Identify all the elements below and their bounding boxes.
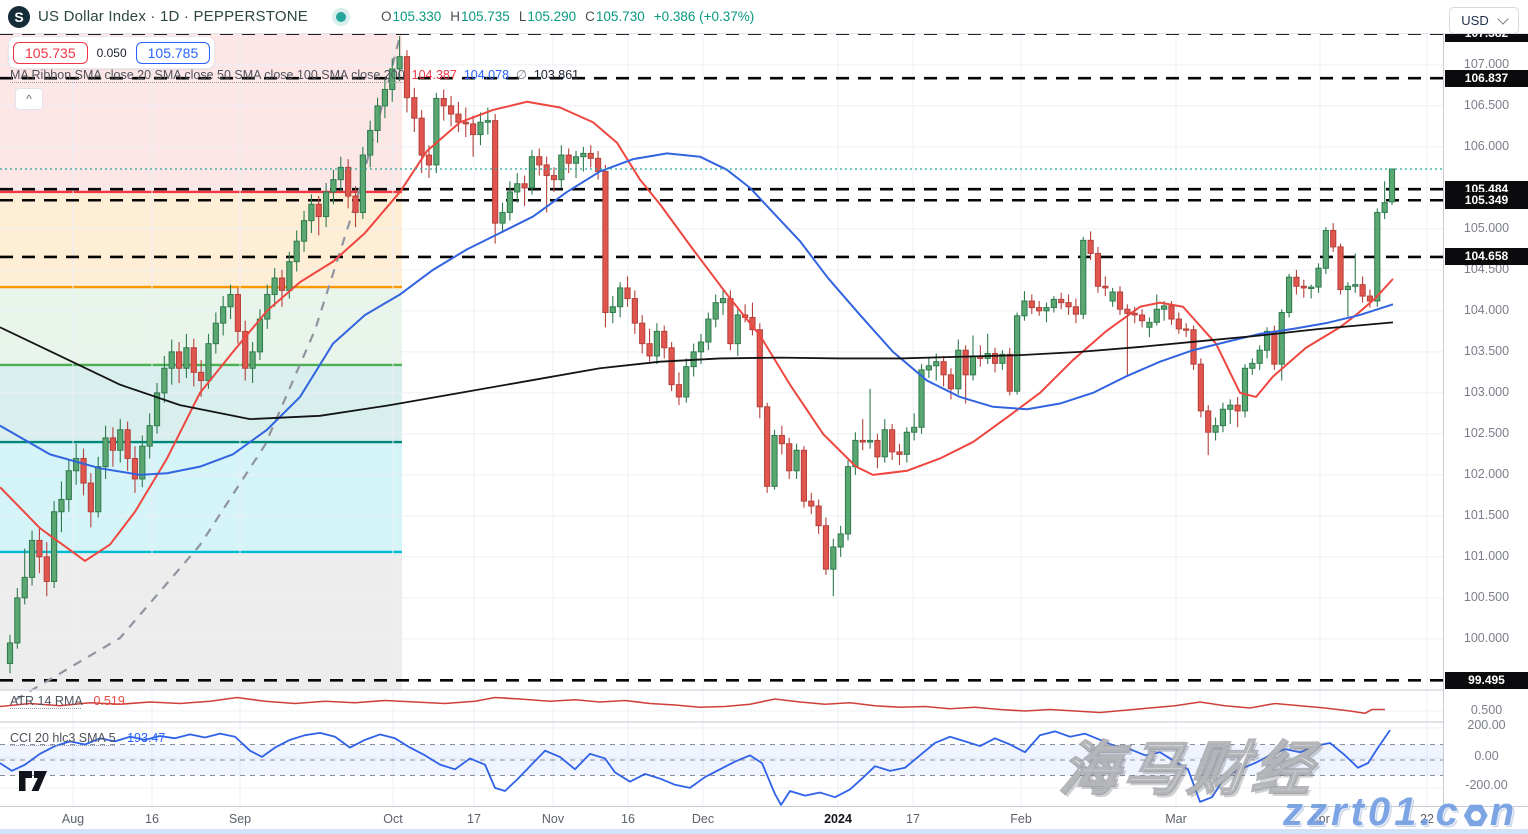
ma-value: ∅ <box>516 68 527 82</box>
symbol-logo: S <box>8 5 30 28</box>
time-axis-tick: Nov <box>541 812 565 826</box>
price-axis-label: 105.000 <box>1463 220 1510 235</box>
symbol-title[interactable]: US Dollar Index · 1D · PEPPERSTONE <box>38 8 308 25</box>
price-axis-label: 103.500 <box>1463 343 1510 358</box>
time-axis-tick: 16 <box>145 812 159 826</box>
price-level-tag: 99.495 <box>1445 671 1528 689</box>
price-axis-label: 107.000 <box>1463 56 1510 71</box>
chevron-down-icon <box>1497 13 1509 25</box>
bottom-scroll-strip <box>0 829 1528 834</box>
time-axis-tick: 17 <box>467 812 481 826</box>
cci-line <box>0 729 1391 806</box>
atr-axis-label: 0.500 <box>1470 703 1503 717</box>
price-axis-label: 102.000 <box>1463 466 1510 481</box>
price-axis[interactable]: 107.000106.500106.000105.500105.000104.5… <box>1443 0 1528 806</box>
low-label: L <box>518 9 527 24</box>
price-axis-label: 103.000 <box>1463 384 1510 399</box>
ma-value: 104.387 <box>411 68 457 82</box>
ma-line-sma-200 <box>0 321 1394 421</box>
price-axis-label: 101.000 <box>1463 548 1510 563</box>
watermark-url-right: n <box>1489 790 1519 834</box>
ma-ribbon-title[interactable]: MA Ribbon SMA close 20 SMA close 50 SMA … <box>10 68 405 82</box>
sell-price-button[interactable]: 105.735 <box>13 41 88 64</box>
price-axis-label: 100.000 <box>1463 630 1510 645</box>
cci-axis-label: 0.00 <box>1474 749 1499 763</box>
time-axis-tick: Apr <box>1310 812 1330 826</box>
low-value: 105.290 <box>527 9 577 24</box>
time-axis-tick: Dec <box>691 812 715 826</box>
cci-axis-label: 200.00 <box>1467 718 1506 732</box>
time-axis-tick: Aug <box>61 812 85 826</box>
time-axis-tick: 17 <box>906 812 920 826</box>
market-status-icon <box>335 11 346 22</box>
chart-toolbar: S US Dollar Index · 1D · PEPPERSTONE O 10… <box>0 0 1528 34</box>
open-value: 105.330 <box>392 9 442 24</box>
high-value: 105.735 <box>461 9 510 24</box>
collapse-widget-button[interactable]: ^ <box>15 88 43 110</box>
high-label: H <box>450 9 461 24</box>
atr-line <box>0 696 1385 715</box>
watermark-url-left: zzrt01.c <box>1283 790 1462 834</box>
time-axis-tick: Mar <box>1165 812 1187 826</box>
close-label: C <box>585 9 595 24</box>
change-value: +0.386 (+0.37%) <box>653 9 755 24</box>
open-label: O <box>380 9 392 24</box>
ma-line-sma-50 <box>0 152 1394 476</box>
gridlines <box>0 33 1443 806</box>
atr-legend[interactable]: ATR 14 RMA 0.519 <box>10 694 125 708</box>
price-axis-label: 102.500 <box>1463 425 1510 440</box>
price-level-tag: 106.837 <box>1445 69 1528 87</box>
ma-line-sma-20 <box>0 100 1394 562</box>
price-axis-label: 106.500 <box>1463 97 1510 112</box>
gear-icon <box>1463 804 1488 827</box>
price-axis-label: 104.000 <box>1463 302 1510 317</box>
price-axis-label: 101.500 <box>1463 507 1510 522</box>
price-level-tag: 105.349 <box>1445 191 1528 209</box>
time-axis-tick: 22 <box>1420 812 1434 826</box>
currency-dropdown[interactable]: USD <box>1449 7 1519 34</box>
currency-label: USD <box>1461 13 1489 28</box>
ohlc-readout: O 105.330 H 105.735 L 105.290 C 105.730 +0.3… <box>372 9 754 24</box>
time-axis-tick: Oct <box>383 812 403 826</box>
cci-axis-label: -200.00 <box>1465 778 1508 792</box>
price-axis-label: 106.000 <box>1463 138 1510 153</box>
time-axis[interactable]: Aug 16 Sep Oct 17 Nov 16 Dec 2024 17 Feb Mar Apr 22 <box>0 806 1528 830</box>
atr-title[interactable]: ATR 14 RMA <box>10 694 83 708</box>
atr-value: 0.519 <box>93 694 125 708</box>
price-axis-label: 100.500 <box>1463 589 1510 604</box>
spread-value: 0.050 <box>96 45 127 60</box>
price-level-tag: 104.658 <box>1445 248 1528 266</box>
tradingview-logo[interactable] <box>18 769 52 793</box>
cci-value: 193.47 <box>127 731 166 745</box>
time-axis-tick: Feb <box>1010 812 1032 826</box>
candles <box>6 36 1396 674</box>
ma-ribbon-values: 104.387 104.078 ∅ 103.861 <box>405 68 579 82</box>
time-axis-tick: 16 <box>621 812 635 826</box>
buy-price-button[interactable]: 105.785 <box>135 41 211 64</box>
main-chart[interactable] <box>0 0 1443 834</box>
watermark-url: zzrt01.c n <box>1283 790 1518 834</box>
time-axis-tick: 2024 <box>824 812 852 826</box>
trade-widget: 105.735 0.050 105.785 <box>8 36 216 69</box>
cci-legend[interactable]: CCI 20 hlc3 SMA 5 193.47 <box>10 731 165 745</box>
cci-title[interactable]: CCI 20 hlc3 SMA 5 <box>10 731 116 745</box>
ma-value: 103.861 <box>533 68 580 82</box>
time-axis-tick: Sep <box>228 812 252 826</box>
ma-ribbon-legend[interactable]: MA Ribbon SMA close 20 SMA close 50 SMA … <box>10 67 579 82</box>
close-value: 105.730 <box>595 9 645 24</box>
ma-value: 104.078 <box>463 68 510 82</box>
